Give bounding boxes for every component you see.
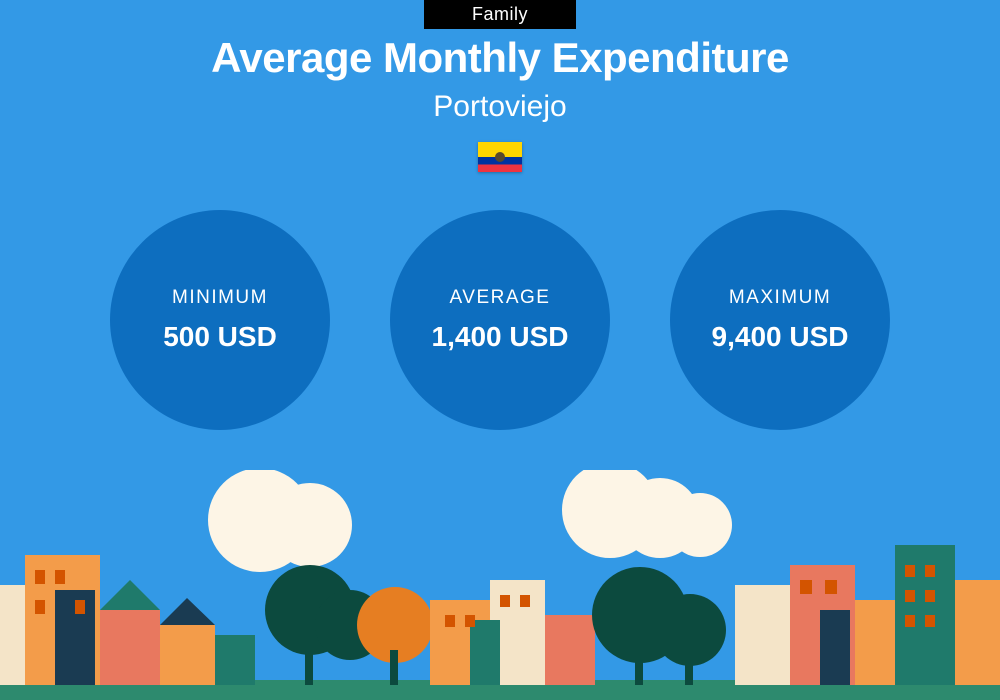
stat-value: 9,400 USD <box>712 321 849 353</box>
city-skyline-illustration <box>0 470 1000 700</box>
stat-value: 500 USD <box>163 321 277 353</box>
stat-maximum: MAXIMUM 9,400 USD <box>670 210 890 430</box>
stat-label: MINIMUM <box>172 287 268 309</box>
page-title: Average Monthly Expenditure <box>0 34 1000 82</box>
country-flag-icon <box>478 142 522 172</box>
category-tag: Family <box>424 0 576 29</box>
stat-label: AVERAGE <box>450 287 551 309</box>
stat-value: 1,400 USD <box>432 321 569 353</box>
stat-label: MAXIMUM <box>729 287 831 309</box>
stat-average: AVERAGE 1,400 USD <box>390 210 610 430</box>
stats-row: MINIMUM 500 USD AVERAGE 1,400 USD MAXIMU… <box>0 210 1000 430</box>
infographic-container: Family Average Monthly Expenditure Porto… <box>0 0 1000 700</box>
stat-minimum: MINIMUM 500 USD <box>110 210 330 430</box>
city-subtitle: Portoviejo <box>0 90 1000 124</box>
